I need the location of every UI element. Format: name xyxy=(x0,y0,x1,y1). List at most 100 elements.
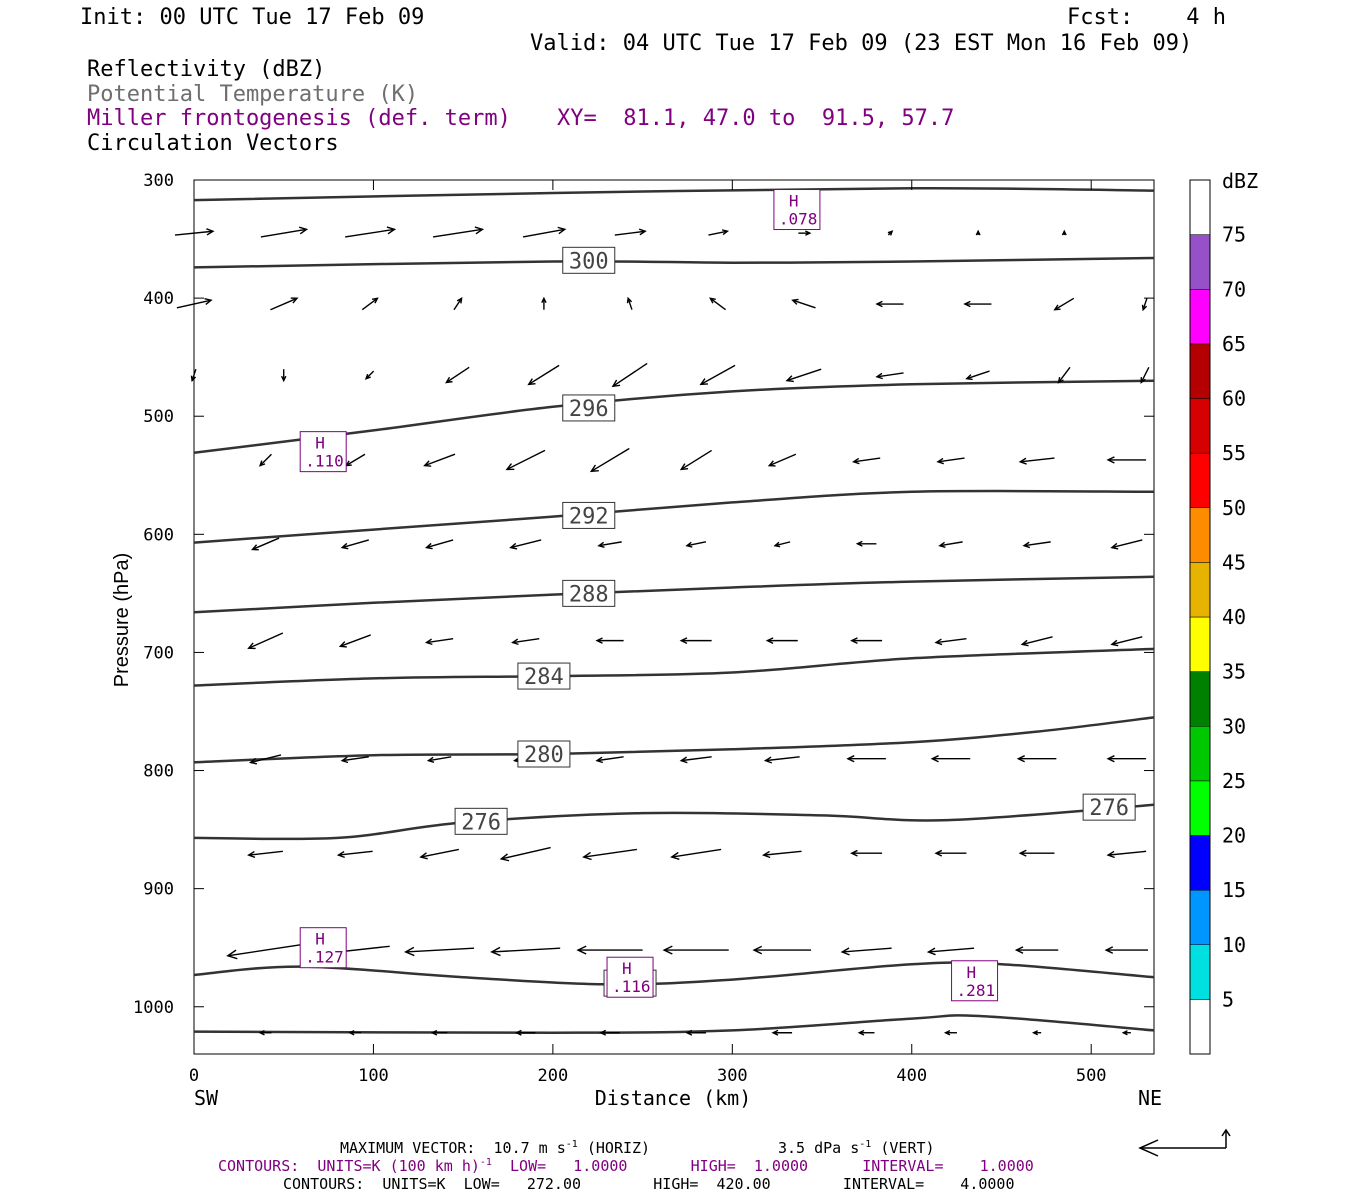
maximum-value: .281 xyxy=(957,981,996,1000)
field-potential-temperature: Potential Temperature (K) xyxy=(87,82,419,107)
colorbar-swatch xyxy=(1189,616,1211,672)
colorbar-label: 50 xyxy=(1222,496,1246,520)
contour-label-box xyxy=(454,807,508,835)
wind-vector xyxy=(791,298,816,309)
y-tick-label: 900 xyxy=(143,880,174,900)
wind-vector xyxy=(614,228,647,236)
frontogenesis-contour-note: CONTOURS: UNITS=K (100 km h)-1 LOW= 1.00… xyxy=(218,1157,1034,1175)
y-tick-label: 600 xyxy=(143,525,174,545)
wind-vector xyxy=(1061,229,1067,236)
x-tick-label: 200 xyxy=(538,1066,569,1086)
theta-contour-284 xyxy=(193,647,1155,687)
theta-contour-292 xyxy=(193,489,1155,544)
wind-vector xyxy=(424,638,454,646)
wind-vector xyxy=(1140,366,1150,384)
colorbar-swatch xyxy=(1189,999,1211,1055)
maximum-symbol: H xyxy=(315,930,325,949)
colorbar-label: 20 xyxy=(1222,824,1246,848)
colorbar-label: 75 xyxy=(1222,223,1246,247)
contour-label: 280 xyxy=(524,743,564,768)
wind-vector xyxy=(943,1029,957,1036)
wind-vector xyxy=(576,945,643,955)
wind-vector xyxy=(1121,1030,1131,1036)
colorbar-label: 5 xyxy=(1222,987,1234,1011)
wind-vector xyxy=(679,449,713,471)
wind-vector xyxy=(514,1029,536,1036)
wind-vector xyxy=(852,457,881,465)
theta-contour-note: CONTOURS: UNITS=K LOW= 272.00 HIGH= 420.… xyxy=(283,1175,1015,1193)
wind-vector xyxy=(426,756,452,763)
wind-vector xyxy=(752,945,812,955)
wind-vector xyxy=(340,756,369,764)
wind-vector xyxy=(662,945,729,955)
wind-vector xyxy=(857,1029,875,1036)
wind-vector xyxy=(340,539,369,550)
wind-vector xyxy=(336,850,373,859)
wind-vector xyxy=(599,1029,620,1036)
y-tick-label: 800 xyxy=(143,762,174,782)
colorbar-swatch xyxy=(1189,889,1211,945)
x-tick-label: 0 xyxy=(189,1066,199,1086)
wind-vector xyxy=(249,754,282,765)
contour-labels: 300296292288284280276276272H.078H.110H.1… xyxy=(299,189,1136,1002)
colorbar-swatch xyxy=(1189,507,1211,563)
wind-vector xyxy=(761,850,802,859)
wind-vector xyxy=(1106,850,1147,859)
x-tick-label: 500 xyxy=(1076,1066,1107,1086)
wind-vector xyxy=(1022,541,1051,549)
wind-vector xyxy=(626,296,633,310)
colorbar-unit: dBZ xyxy=(1222,169,1258,193)
wind-vector xyxy=(348,1029,362,1036)
vertical-scale-note: 3.5 dPa s-1 (VERT) xyxy=(778,1139,935,1157)
colorbar-label: 40 xyxy=(1222,605,1246,629)
colorbar-label: 10 xyxy=(1222,933,1246,957)
wind-vector xyxy=(505,449,546,471)
wind-vector xyxy=(430,1029,448,1036)
wind-vector xyxy=(934,638,967,646)
cross-section-coords: XY= 81.1, 47.0 to 91.5, 57.7 xyxy=(557,106,955,131)
y-axis-label: Pressure (hPa) xyxy=(111,553,133,688)
wind-vector xyxy=(936,457,965,465)
maximum-symbol: H xyxy=(789,192,799,211)
wind-vector xyxy=(1110,636,1143,647)
x-axis-label: Distance (km) xyxy=(595,1086,752,1110)
colorbar-swatch xyxy=(1189,562,1211,618)
wind-vector xyxy=(763,756,800,764)
wind-vector xyxy=(1020,636,1053,647)
wind-vector xyxy=(1018,849,1055,857)
wind-vector xyxy=(499,846,551,862)
colorbar-swatch xyxy=(1189,289,1211,345)
wind-vector xyxy=(930,755,971,763)
y-tick-label: 700 xyxy=(143,643,174,663)
contour-label-box xyxy=(562,501,616,529)
wind-vector xyxy=(771,1029,793,1036)
wind-vector xyxy=(767,453,797,467)
wind-vector xyxy=(522,226,567,238)
contour-label: 288 xyxy=(569,582,609,607)
colorbar-label: 70 xyxy=(1222,277,1246,301)
colorbar-swatch xyxy=(1189,835,1211,891)
wind-vector xyxy=(453,296,463,311)
wind-vector xyxy=(670,848,722,861)
reflectivity-colorbar: 5 10 15 20 25 30 35 40 45 50 55 60 65 70 75 xyxy=(1189,179,1246,1055)
wind-vector xyxy=(926,947,975,956)
wind-vector xyxy=(785,368,822,383)
colorbar-swatch xyxy=(1189,944,1211,1000)
maximum-value: .127 xyxy=(305,948,344,967)
wind-vector xyxy=(345,226,397,238)
wind-vector xyxy=(1104,946,1148,954)
wind-vector xyxy=(258,453,272,467)
y-tick-label: 500 xyxy=(143,407,174,427)
wind-vector xyxy=(798,230,812,236)
plot-frame xyxy=(193,179,1155,1055)
contour-label: 300 xyxy=(569,249,609,274)
y-tick-label: 1000 xyxy=(133,998,174,1018)
wind-vector xyxy=(685,541,707,548)
theta-contour-276 xyxy=(193,803,1155,841)
wind-vector xyxy=(963,300,992,308)
southwest-end-label: SW xyxy=(194,1086,219,1110)
colorbar-swatch xyxy=(1189,398,1211,454)
wind-vector xyxy=(1106,456,1147,464)
contour-label-box xyxy=(1082,793,1136,821)
